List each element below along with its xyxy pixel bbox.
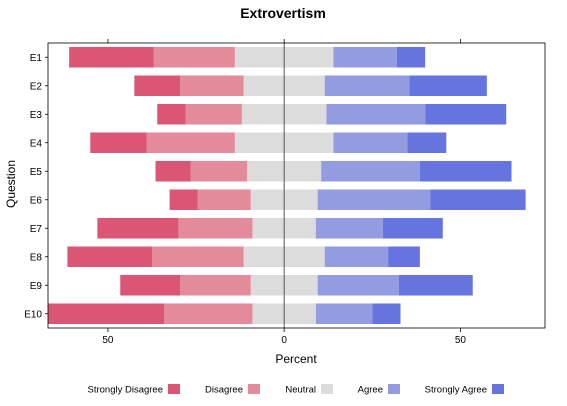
y-tick-label: E1 (30, 53, 43, 64)
bar-e2-strongly-agree (409, 75, 487, 97)
legend-label: Strongly Disagree (87, 385, 163, 396)
bar-e2-agree (324, 75, 410, 97)
bar-e3-agree (326, 103, 426, 125)
legend-label: Disagree (205, 385, 243, 396)
bar-e1-strongly-agree (396, 46, 426, 68)
bar-e6-agree (317, 189, 431, 211)
bar-e7-disagree (178, 217, 253, 239)
y-tick-label: E2 (30, 81, 43, 92)
x-tick-label: 0 (281, 335, 287, 346)
bar-e1-disagree (153, 46, 235, 68)
legend-label: Agree (358, 385, 383, 396)
bar-e5-strongly-disagree (155, 160, 191, 182)
legend-swatch (248, 384, 260, 394)
y-tick-label: E10 (24, 309, 42, 320)
bar-e10-strongly-agree (372, 303, 401, 325)
bar-e3-disagree (185, 103, 242, 125)
bar-e4-disagree (146, 132, 235, 154)
legend-swatch (388, 384, 400, 394)
y-tick-label: E6 (30, 195, 43, 206)
chart-title: Extrovertism (240, 5, 326, 21)
bar-e3-strongly-agree (425, 103, 507, 125)
bar-e1-agree (333, 46, 397, 68)
bar-e9-disagree (180, 274, 251, 296)
bar-e8-strongly-agree (388, 246, 420, 268)
axes: 50 0 50 (102, 39, 466, 346)
bar-e5-agree (321, 160, 420, 182)
bar-e4-strongly-agree (407, 132, 447, 154)
bar-e8-strongly-disagree (67, 246, 152, 268)
bar-e9-strongly-disagree (120, 274, 181, 296)
bar-e6-strongly-agree (430, 189, 526, 211)
legend: Strongly Disagree Disagree Neutral Agree Str… (87, 384, 504, 396)
bar-e9-agree (317, 274, 399, 296)
plot-frame (47, 42, 546, 329)
y-tick-label: E5 (30, 167, 43, 178)
bar-e10-strongly-disagree (48, 303, 165, 325)
bar-e7-strongly-disagree (97, 217, 179, 239)
bar-e6-disagree (197, 189, 251, 211)
plot-area: E1 E2 E3 E4 E5 E6 E7 E8 E9 E10 (24, 43, 526, 328)
bar-e8-agree (324, 246, 389, 268)
legend-label: Neutral (285, 385, 316, 396)
y-tick-label: E7 (30, 224, 43, 235)
bar-e9-strongly-agree (398, 274, 473, 296)
bar-e10-disagree (164, 303, 253, 325)
bar-e7-strongly-agree (382, 217, 443, 239)
bar-e5-strongly-agree (419, 160, 512, 182)
y-tick-label: E9 (30, 281, 43, 292)
bar-e6-strongly-disagree (169, 189, 198, 211)
legend-swatch (492, 384, 504, 394)
bar-e4-strongly-disagree (90, 132, 147, 154)
bar-e1-strongly-disagree (69, 46, 154, 68)
bar-e7-agree (315, 217, 383, 239)
y-tick-label: E4 (30, 138, 43, 149)
bar-e8-disagree (151, 246, 244, 268)
y-tick-label: E8 (30, 252, 43, 263)
x-tick-label: 50 (102, 335, 114, 346)
legend-label: Strongly Agree (425, 385, 487, 396)
bar-e5-disagree (190, 160, 248, 182)
x-tick-label: 50 (455, 335, 467, 346)
bar-e2-disagree (180, 75, 244, 97)
legend-swatch (321, 384, 333, 394)
bar-e3-strongly-disagree (157, 103, 186, 125)
x-axis-label: Percent (275, 352, 317, 366)
bar-e10-agree (315, 303, 373, 325)
legend-swatch (168, 384, 180, 394)
bar-e2-strongly-disagree (134, 75, 181, 97)
y-tick-label: E3 (30, 110, 43, 121)
bar-e4-agree (333, 132, 408, 154)
y-axis-label: Question (4, 160, 18, 208)
